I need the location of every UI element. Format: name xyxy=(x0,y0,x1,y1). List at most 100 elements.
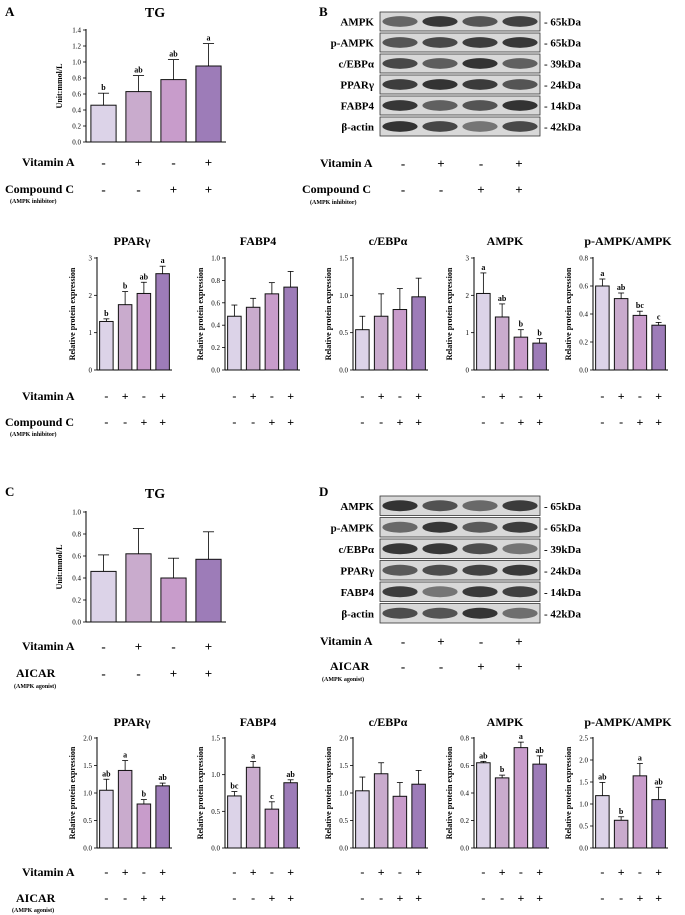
treatment-sign: + xyxy=(618,389,625,403)
bar xyxy=(651,324,666,371)
treatment-sign: - xyxy=(360,865,364,879)
treatment-sign: - xyxy=(101,666,105,681)
treatment-sign: + xyxy=(515,156,522,171)
significance-letter: a xyxy=(600,269,604,278)
blot-band xyxy=(502,121,538,132)
treatment-sign: + xyxy=(515,659,522,674)
y-tick-label: 0.8 xyxy=(72,75,81,83)
treatment-label-vitamin-a: Vitamin A xyxy=(22,155,75,169)
treatment-sign: + xyxy=(287,865,294,879)
treatment-sign: - xyxy=(401,659,405,674)
bar xyxy=(513,336,529,371)
y-axis-label: Unit:mmol/L xyxy=(55,64,64,109)
blot-band xyxy=(382,79,418,90)
treatment-sign: + xyxy=(378,865,385,879)
bar xyxy=(99,789,114,849)
treatment-sign: - xyxy=(136,182,140,197)
significance-letter: a xyxy=(481,263,485,272)
treatment-sublabel: (AMPK agonist) xyxy=(322,676,364,683)
treatment-sign: + xyxy=(287,891,294,905)
treatment-label-compound-c: Compound C xyxy=(302,182,371,196)
treatment-sign: + xyxy=(536,865,543,879)
blot-band xyxy=(502,586,538,598)
y-tick-label: 1 xyxy=(89,329,93,337)
chart-title: AMPK xyxy=(487,715,524,729)
blot-band xyxy=(382,521,418,533)
blot-size-label: - 14kDa xyxy=(544,101,581,113)
y-tick-label: 2.0 xyxy=(83,735,92,743)
blot-protein-label: AMPK xyxy=(340,501,374,513)
treatment-sign: + xyxy=(415,415,422,429)
treatment-sign: - xyxy=(232,891,236,905)
blot-protein-label: FABP4 xyxy=(341,587,375,599)
treatment-sign: + xyxy=(655,415,662,429)
significance-letter: b xyxy=(500,765,505,774)
bar xyxy=(392,309,408,371)
y-tick-label: 3 xyxy=(89,255,93,263)
significance-letter: ab xyxy=(654,777,663,786)
treatment-label-vitamin-a: Vitamin A xyxy=(320,634,373,648)
y-tick-label: 0.6 xyxy=(579,283,588,291)
chart-title: PPARγ xyxy=(114,234,151,248)
significance-letter: ab xyxy=(158,773,167,782)
bar xyxy=(227,315,242,371)
blot-band xyxy=(382,500,418,512)
y-axis-label: Relative protein expression xyxy=(564,746,573,839)
significance-letter: b xyxy=(537,329,542,338)
treatment-sign: - xyxy=(481,415,485,429)
bar xyxy=(373,773,389,849)
blot-strip xyxy=(379,495,541,516)
treatment-sign: + xyxy=(536,891,543,905)
significance-letter: a xyxy=(161,256,165,265)
y-tick-label: 1.0 xyxy=(579,801,588,809)
treatment-sign: - xyxy=(101,182,105,197)
significance-letter: ab xyxy=(617,283,626,292)
treatment-label-vitamin-a: Vitamin A xyxy=(22,389,75,403)
blot-strip xyxy=(379,32,541,53)
significance-letter: a xyxy=(207,34,211,43)
blot-band xyxy=(462,58,498,69)
y-tick-label: 0.2 xyxy=(72,597,81,605)
blot-size-label: - 39kDa xyxy=(544,59,581,71)
y-tick-label: 2.5 xyxy=(579,735,588,743)
treatment-sign: - xyxy=(379,891,383,905)
treatment-sign: + xyxy=(437,156,444,171)
blot-strip xyxy=(379,603,541,624)
bar xyxy=(227,795,242,849)
bar xyxy=(613,298,629,371)
blot-band xyxy=(502,607,538,619)
chart-b-cebpa: c/EBPα Relative protein expression 0.0 0.5 1… xyxy=(324,234,428,375)
panel-letter-d: D xyxy=(319,484,328,499)
treatment-sign: + xyxy=(170,666,177,681)
treatment-sign: - xyxy=(398,389,402,403)
blot-band xyxy=(462,543,498,555)
western-blot-b: AMPK - 65kDa p-AMPK - 65kDa c/EBPα - 39kDa PPA… xyxy=(331,11,581,137)
treatment-sign: + xyxy=(135,155,142,170)
treatment-sign: + xyxy=(205,155,212,170)
bar xyxy=(99,320,114,371)
chart-d-ampk: AMPK Relative protein expression 0.0 0.2 0.4… xyxy=(445,715,549,853)
y-axis-label: Relative protein expression xyxy=(445,267,454,360)
bar xyxy=(125,91,152,143)
y-tick-label: 0.4 xyxy=(72,575,81,583)
blot-band xyxy=(502,543,538,555)
blot-band xyxy=(422,79,458,90)
treatment-sign: - xyxy=(270,865,274,879)
blot-band xyxy=(502,58,538,69)
blot-protein-label: AMPK xyxy=(340,17,374,29)
blot-band xyxy=(462,16,498,27)
treatment-sign: - xyxy=(101,155,105,170)
blot-strip xyxy=(379,581,541,602)
bar xyxy=(494,316,510,371)
treatment-sign: - xyxy=(379,415,383,429)
bar xyxy=(125,553,152,623)
y-axis-label: Relative protein expression xyxy=(68,267,77,360)
y-axis-label: Relative protein expression xyxy=(196,267,205,360)
treatment-label-aicar: AICAR xyxy=(330,659,370,673)
bar xyxy=(595,285,610,371)
y-tick-label: 2 xyxy=(466,292,470,300)
chart-b-fabp4: FABP4 Relative protein expression 0.0 0.2 0.… xyxy=(196,234,300,375)
blot-protein-label: c/EBPα xyxy=(339,544,375,556)
bar xyxy=(283,782,298,849)
